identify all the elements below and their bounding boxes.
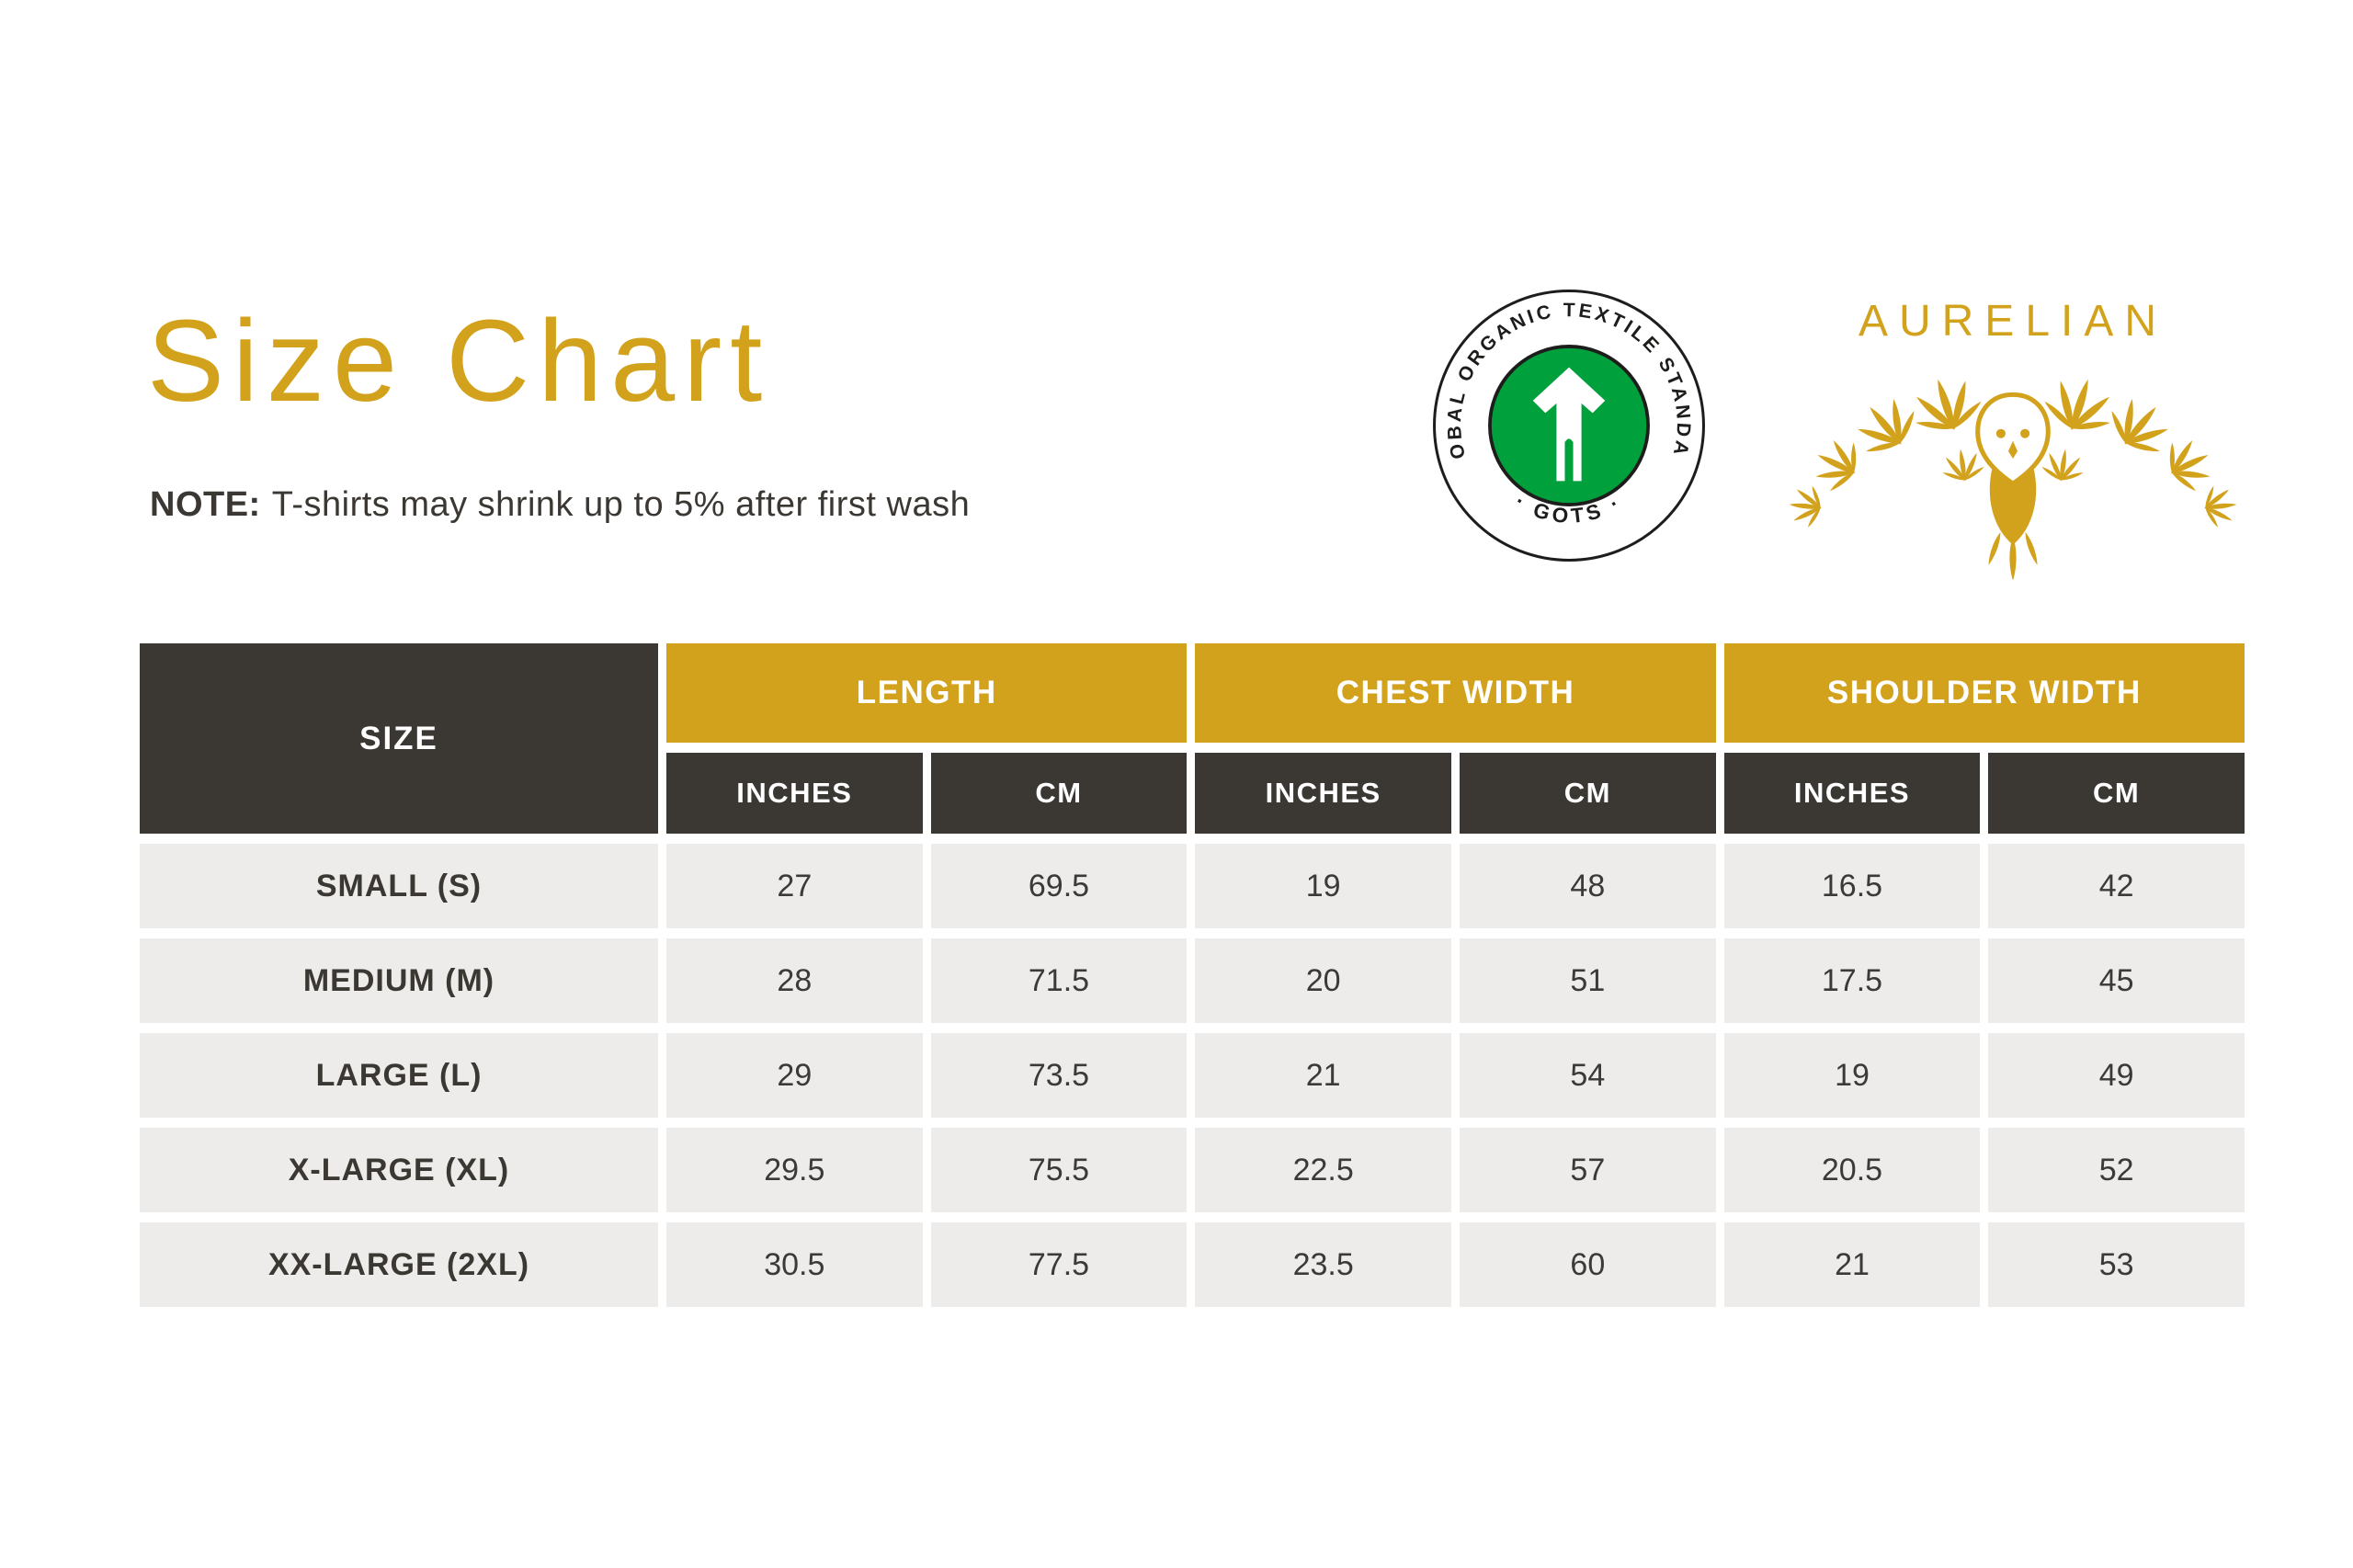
cell-large-chest-inches: 21	[1195, 1033, 1451, 1118]
size-column-header: SIZE	[140, 643, 658, 834]
group-header-length: LENGTH	[666, 643, 1188, 743]
row-label-xlarge: X-LARGE (XL)	[140, 1128, 658, 1212]
page-title: Size Chart	[147, 296, 771, 426]
cell-xxlarge-shoulder-cm: 53	[1988, 1222, 2245, 1307]
cell-small-chest-inches: 19	[1195, 844, 1451, 928]
unit-header-chest-inches: INCHES	[1195, 753, 1451, 834]
cell-xxlarge-shoulder-inches: 21	[1723, 1222, 1981, 1307]
cell-large-chest-cm: 54	[1459, 1033, 1716, 1118]
cell-medium-chest-cm: 51	[1459, 938, 1716, 1023]
cell-xxlarge-length-cm: 77.5	[930, 1222, 1188, 1307]
cell-small-chest-cm: 48	[1459, 844, 1716, 928]
unit-header-shoulder-inches: INCHES	[1723, 753, 1981, 834]
cell-small-length-cm: 69.5	[930, 844, 1188, 928]
cell-medium-shoulder-cm: 45	[1988, 938, 2245, 1023]
cell-xxlarge-chest-cm: 60	[1459, 1222, 1716, 1307]
unit-header-shoulder-cm: CM	[1988, 753, 2245, 834]
cell-xlarge-shoulder-cm: 52	[1988, 1128, 2245, 1212]
cell-medium-length-cm: 71.5	[930, 938, 1188, 1023]
gots-badge-icon: GLOBAL ORGANIC TEXTILE STANDARD · GOTS ·	[1430, 287, 1705, 562]
brand-block: AURELIAN	[1765, 296, 2261, 580]
group-header-chest-width: CHEST WIDTH	[1195, 643, 1716, 743]
cell-small-shoulder-inches: 16.5	[1723, 844, 1981, 928]
row-label-small: SMALL (S)	[140, 844, 658, 928]
owl-face	[1975, 392, 2051, 487]
cell-xlarge-length-inches: 29.5	[666, 1128, 923, 1212]
gots-certification-badge: GLOBAL ORGANIC TEXTILE STANDARD · GOTS ·	[1430, 287, 1708, 564]
cell-medium-shoulder-inches: 17.5	[1723, 938, 1981, 1023]
size-chart-table: SIZE LENGTH CHEST WIDTH SHOULDER WIDTH I…	[140, 643, 2245, 1307]
shrink-note: NOTE: T-shirts may shrink up to 5% after …	[150, 485, 970, 525]
unit-header-length-cm: CM	[930, 753, 1188, 834]
gots-shirt-icon	[1532, 367, 1606, 482]
cell-large-shoulder-cm: 49	[1988, 1033, 2245, 1118]
cell-large-length-cm: 73.5	[930, 1033, 1188, 1118]
cell-xlarge-chest-cm: 57	[1459, 1128, 1716, 1212]
note-label: NOTE:	[150, 485, 261, 524]
cell-medium-chest-inches: 20	[1195, 938, 1451, 1023]
owl-logo-icon	[1765, 348, 2261, 580]
cell-medium-length-inches: 28	[666, 938, 923, 1023]
cell-xxlarge-length-inches: 30.5	[666, 1222, 923, 1307]
row-label-medium: MEDIUM (M)	[140, 938, 658, 1023]
row-label-large: LARGE (L)	[140, 1033, 658, 1118]
cell-xxlarge-chest-inches: 23.5	[1195, 1222, 1451, 1307]
cell-xlarge-shoulder-inches: 20.5	[1723, 1128, 1981, 1212]
cell-large-shoulder-inches: 19	[1723, 1033, 1981, 1118]
unit-header-chest-cm: CM	[1459, 753, 1716, 834]
cell-xlarge-chest-inches: 22.5	[1195, 1128, 1451, 1212]
cell-small-length-inches: 27	[666, 844, 923, 928]
group-header-shoulder-width: SHOULDER WIDTH	[1723, 643, 2245, 743]
cell-large-length-inches: 29	[666, 1033, 923, 1118]
cell-xlarge-length-cm: 75.5	[930, 1128, 1188, 1212]
brand-name: AURELIAN	[1858, 297, 2168, 346]
cell-small-shoulder-cm: 42	[1988, 844, 2245, 928]
unit-header-length-inches: INCHES	[666, 753, 923, 834]
note-text: T-shirts may shrink up to 5% after first…	[271, 485, 971, 524]
row-label-xxlarge: XX-LARGE (2XL)	[140, 1222, 658, 1307]
